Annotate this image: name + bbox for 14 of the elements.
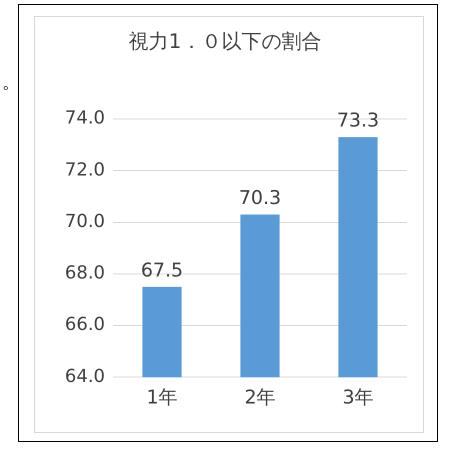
y-tick-label: 64.0 — [64, 366, 105, 387]
x-tick-label: 3年 — [342, 386, 374, 409]
y-tick-label: 66.0 — [64, 314, 105, 336]
text: 。 — [2, 71, 20, 94]
data-label: 70.3 — [238, 186, 282, 209]
chart-title: 視力1．０以下の割合 — [128, 29, 322, 54]
x-tick-label: 1年 — [146, 386, 178, 409]
y-tick-label: 68.0 — [64, 262, 105, 284]
x-tick-label: 2年 — [244, 386, 276, 409]
y-tick-label: 72.0 — [64, 159, 105, 180]
data-label: 67.5 — [140, 259, 184, 282]
y-tick-label: 74.0 — [64, 108, 105, 129]
data-label: 73.3 — [336, 110, 380, 132]
y-tick-label: 70.0 — [64, 210, 105, 232]
